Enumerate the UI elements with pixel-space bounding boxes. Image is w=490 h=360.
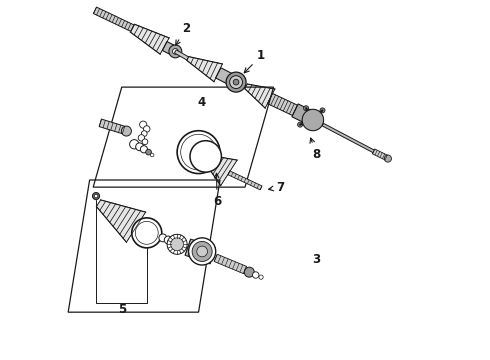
Circle shape <box>190 141 221 172</box>
Polygon shape <box>245 84 275 108</box>
Circle shape <box>138 135 145 141</box>
Circle shape <box>233 79 239 85</box>
Circle shape <box>172 49 178 54</box>
Circle shape <box>245 267 254 277</box>
Polygon shape <box>202 154 237 186</box>
Circle shape <box>230 76 243 89</box>
Polygon shape <box>214 254 246 274</box>
Polygon shape <box>322 123 378 154</box>
Circle shape <box>302 109 323 131</box>
Circle shape <box>259 275 263 279</box>
Circle shape <box>171 238 184 251</box>
Text: 1: 1 <box>244 49 265 73</box>
Text: 6: 6 <box>213 173 221 208</box>
Circle shape <box>297 122 303 127</box>
Circle shape <box>189 238 216 265</box>
Circle shape <box>94 194 98 198</box>
Circle shape <box>320 108 325 113</box>
Text: 8: 8 <box>310 138 320 161</box>
Circle shape <box>226 72 246 92</box>
Circle shape <box>167 234 187 254</box>
Circle shape <box>142 131 147 136</box>
Text: 3: 3 <box>313 253 320 266</box>
Polygon shape <box>99 119 124 134</box>
Circle shape <box>181 134 217 170</box>
Circle shape <box>150 153 154 157</box>
Polygon shape <box>216 68 233 84</box>
Polygon shape <box>185 239 216 264</box>
Polygon shape <box>174 50 189 60</box>
Circle shape <box>142 139 148 145</box>
Circle shape <box>122 126 131 136</box>
Polygon shape <box>162 41 177 56</box>
Circle shape <box>169 45 182 58</box>
Circle shape <box>146 149 151 155</box>
Polygon shape <box>228 171 262 190</box>
Polygon shape <box>97 200 146 242</box>
Polygon shape <box>292 104 311 123</box>
Text: 5: 5 <box>118 303 126 316</box>
Circle shape <box>192 242 212 261</box>
Circle shape <box>164 236 172 244</box>
Circle shape <box>136 143 144 151</box>
Circle shape <box>93 193 99 200</box>
Text: 4: 4 <box>197 96 205 109</box>
Circle shape <box>132 218 162 248</box>
Circle shape <box>140 146 147 153</box>
Circle shape <box>197 246 207 257</box>
Circle shape <box>304 106 309 111</box>
Circle shape <box>252 272 259 278</box>
Circle shape <box>177 131 220 174</box>
Polygon shape <box>94 7 134 31</box>
Polygon shape <box>130 24 169 54</box>
Circle shape <box>135 221 158 244</box>
Polygon shape <box>268 93 297 116</box>
Circle shape <box>159 234 167 242</box>
Text: 2: 2 <box>175 22 190 45</box>
Circle shape <box>140 121 147 128</box>
Circle shape <box>144 126 150 132</box>
Polygon shape <box>372 149 387 160</box>
Polygon shape <box>187 57 222 82</box>
Circle shape <box>384 155 392 162</box>
Circle shape <box>130 140 139 149</box>
Text: 7: 7 <box>269 181 285 194</box>
